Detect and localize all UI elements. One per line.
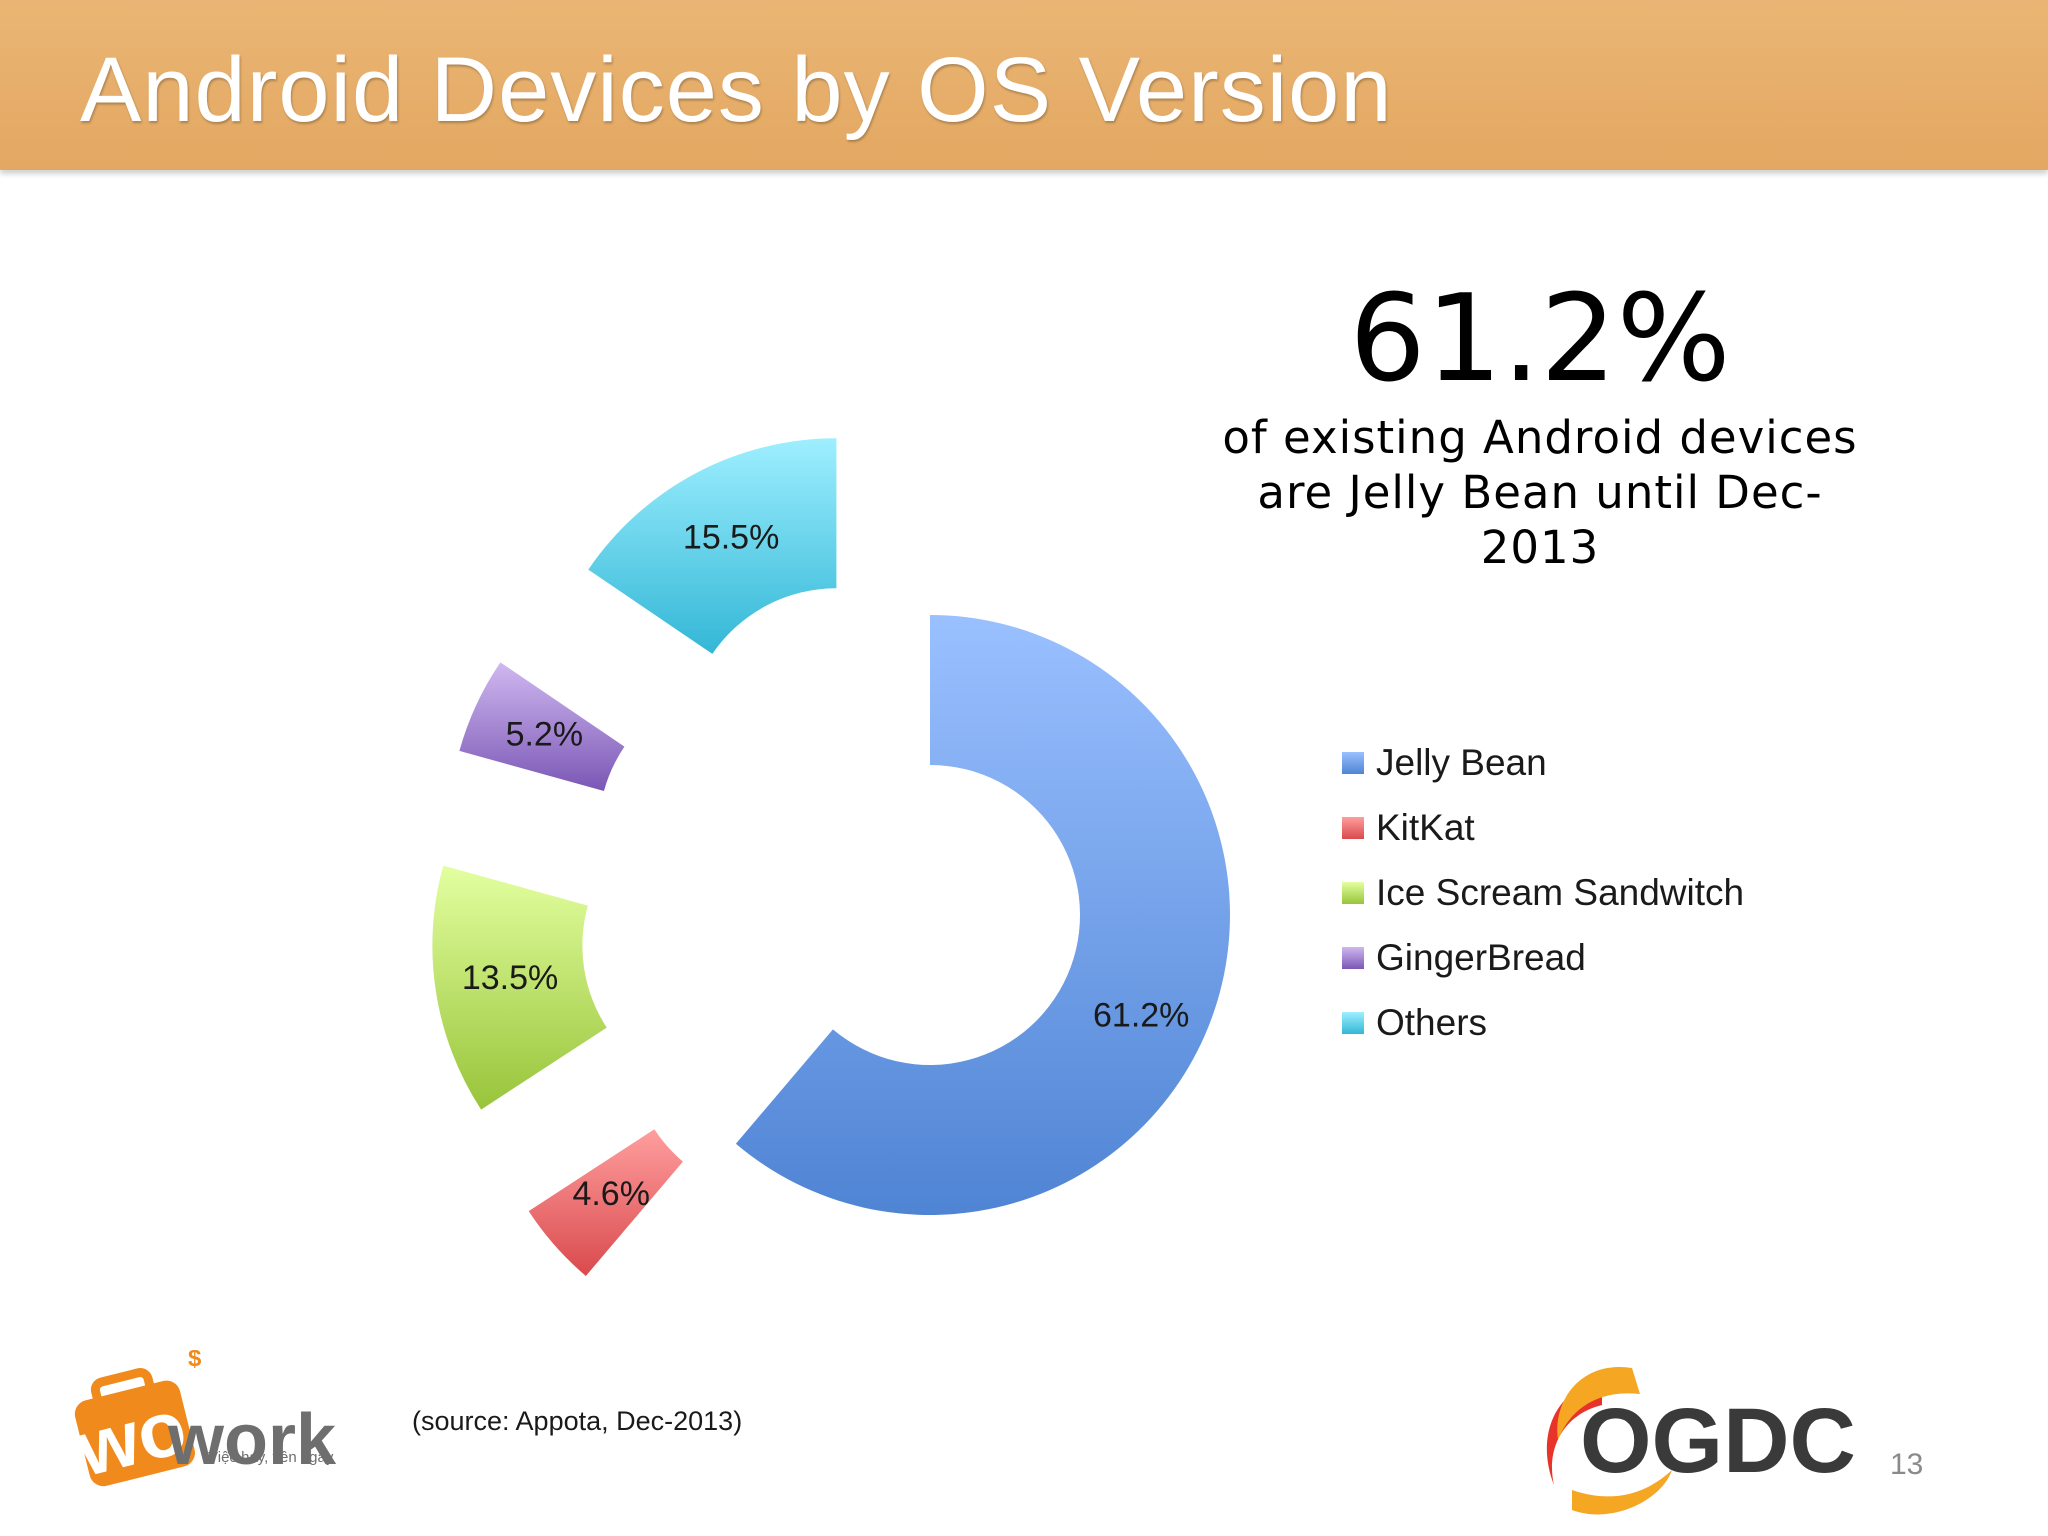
donut-slice-others: [588, 438, 837, 654]
legend-item-gingerbread: GingerBread: [1342, 925, 1744, 990]
svg-text:$: $: [188, 1350, 202, 1372]
donut-label-kitkat: 4.6%: [572, 1175, 650, 1213]
legend-swatch: [1342, 816, 1364, 839]
legend-label: Others: [1376, 1001, 1488, 1043]
chart-legend: Jelly Bean KitKat Ice Scream Sandwitch Ging…: [1342, 730, 1744, 1055]
legend-swatch: [1342, 1011, 1364, 1034]
mwork-tagline: Việc hay, tiền ngay: [208, 1449, 334, 1466]
donut-label-jelly-bean: 61.2%: [1093, 997, 1189, 1035]
legend-label: GingerBread: [1376, 936, 1586, 978]
svg-text:work: work: [167, 1400, 337, 1480]
donut-label-gingerbread: 5.2%: [506, 715, 584, 753]
page-number: 13: [1890, 1448, 1924, 1481]
donut-label-ice-scream-sandwitch: 13.5%: [462, 959, 558, 997]
legend-item-kitkat: KitKat: [1342, 795, 1744, 860]
source-note: (source: Appota, Dec-2013): [412, 1406, 743, 1436]
legend-swatch: [1342, 946, 1364, 969]
legend-label: Ice Scream Sandwitch: [1376, 871, 1745, 913]
donut-label-others: 15.5%: [683, 518, 779, 556]
mwork-logo: Mwork $ work Việc hay, tiền ngay: [72, 1350, 337, 1490]
legend-item-ice-scream-sandwitch: Ice Scream Sandwitch: [1342, 860, 1744, 925]
highlight-value: 61.2%: [1349, 270, 1731, 409]
donut-slice-jelly-bean: [735, 615, 1230, 1215]
legend-item-jelly-bean: Jelly Bean: [1342, 730, 1744, 795]
title-bar: Android Devices by OS Version: [0, 0, 2048, 170]
highlight-line-2: are Jelly Bean until Dec-: [1257, 466, 1823, 519]
highlight-line-1: of existing Android devices: [1222, 411, 1858, 464]
legend-swatch: [1342, 751, 1364, 774]
donut-slice-ice-scream-sandwitch: [432, 865, 607, 1110]
highlight-line-3: 2013: [1480, 521, 1600, 574]
donut-slice-kitkat: [528, 1129, 683, 1276]
ogdc-logo-text: OGDC: [1580, 1390, 1856, 1492]
highlight-block: 61.2% of existing Android devices are Je…: [1160, 270, 1920, 575]
legend-swatch: [1342, 881, 1364, 904]
legend-label: KitKat: [1376, 806, 1475, 848]
donut-slice-gingerbread: [459, 662, 625, 791]
legend-label: Jelly Bean: [1376, 741, 1547, 783]
slide-title: Android Devices by OS Version: [80, 39, 1393, 141]
ogdc-logo: OGDC: [1546, 1366, 1856, 1515]
legend-item-others: Others: [1342, 990, 1744, 1055]
